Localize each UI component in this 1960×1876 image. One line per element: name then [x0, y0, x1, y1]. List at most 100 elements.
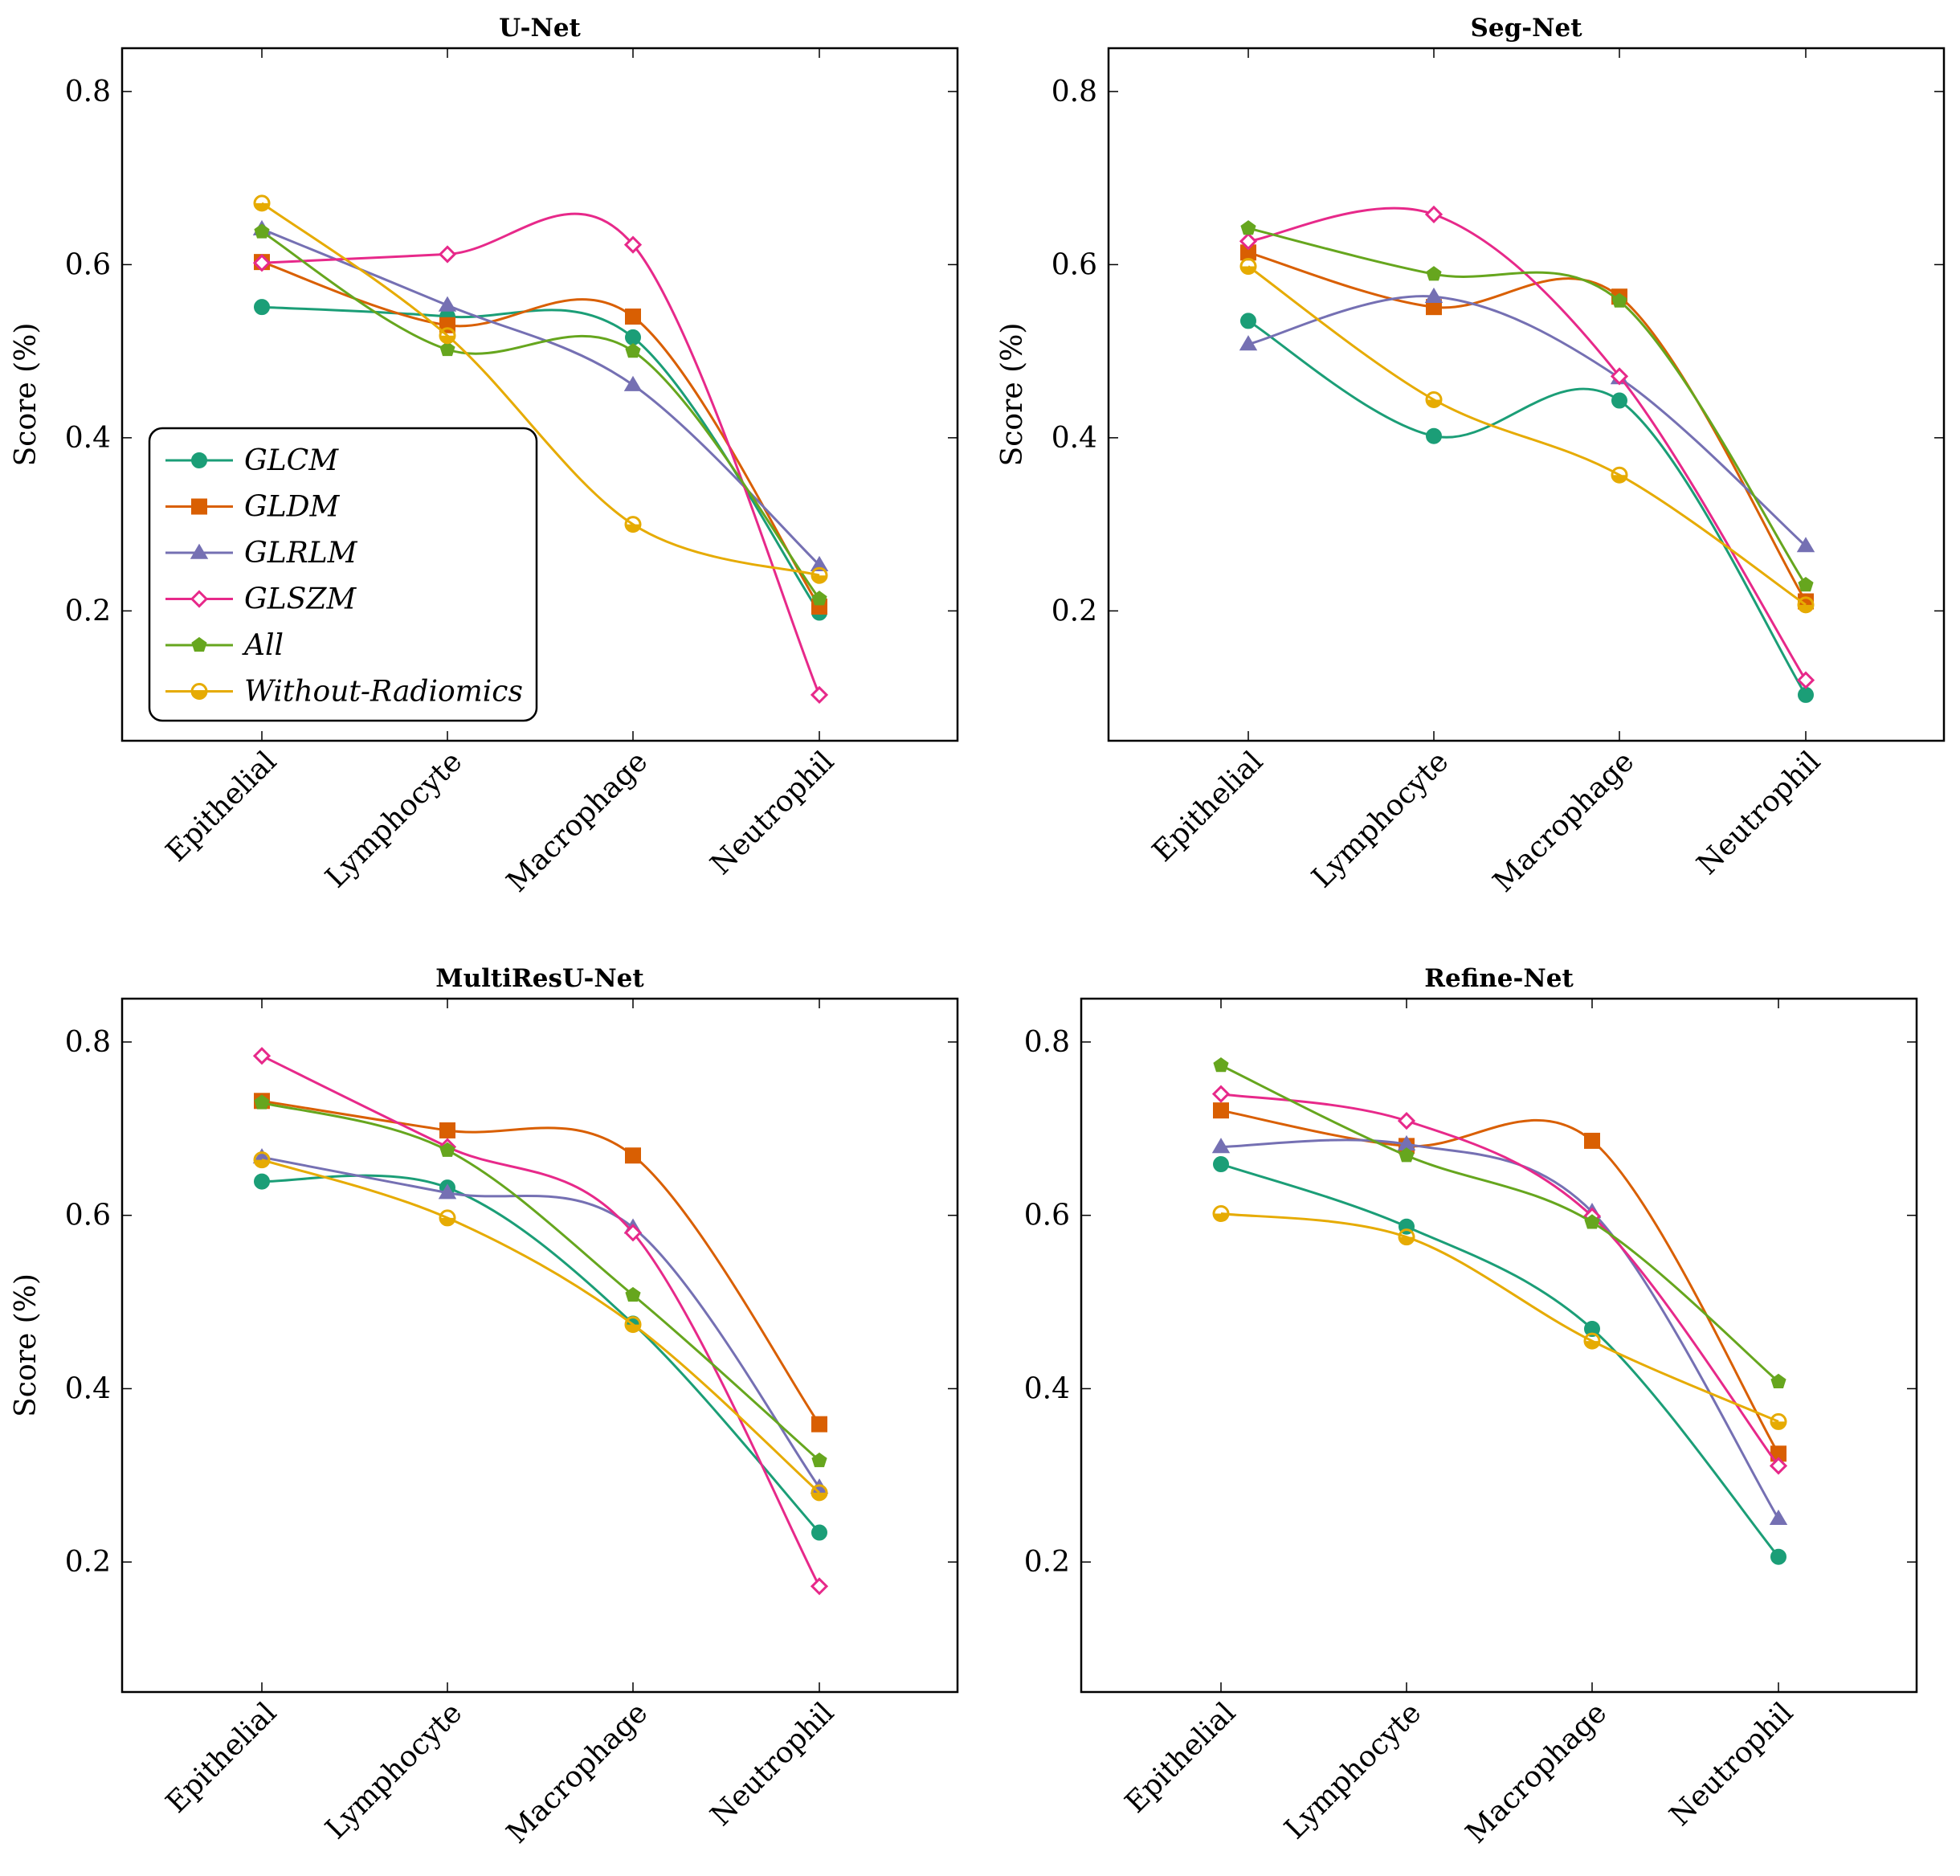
plot-frame — [120, 47, 959, 742]
series-glszm — [1211, 1085, 1788, 1475]
series-line-glszm — [1220, 1093, 1780, 1467]
data-point-without-radiomics-macrophage — [624, 1316, 642, 1334]
legend-label-glszm: GLSZM — [244, 583, 357, 616]
series-gldm — [254, 1093, 827, 1433]
series-line-glszm — [1247, 206, 1807, 681]
data-point-glcm-neutrophil — [811, 1524, 827, 1541]
data-point-glcm-macrophage — [1584, 1321, 1600, 1338]
chart-panel-seg-net: Seg-Net 0.2 0.4 0.6 0.8 Score (%) Epithelial Ly… — [996, 14, 1946, 899]
data-point-all-neutrophil — [1798, 576, 1814, 592]
data-point-all-macrophage — [625, 343, 641, 358]
series-glcm — [254, 1173, 827, 1541]
series-without-radiomics — [1212, 1205, 1787, 1430]
data-point-glrlm-neutrophil — [810, 555, 829, 572]
series-gldm — [1240, 244, 1814, 610]
data-point-glcm-macrophage — [1611, 392, 1627, 409]
y-tick-label: 0.4 — [65, 1372, 111, 1405]
data-point-without-radiomics-epithelial — [253, 1151, 271, 1169]
data-point-all-macrophage — [1584, 1214, 1600, 1229]
series-line-glcm — [1247, 320, 1807, 696]
data-point-all-epithelial — [254, 223, 270, 239]
data-point-glszm-neutrophil — [810, 1577, 829, 1596]
series-without-radiomics — [253, 194, 828, 584]
series-line-without-radiomics — [261, 202, 820, 577]
x-tick-label-epithelial: Epithelial — [1146, 745, 1269, 868]
series-line-without-radiomics — [261, 1159, 821, 1494]
data-point-gldm-lymphocyte — [439, 1122, 455, 1138]
legend-marker-glrlm — [190, 543, 209, 559]
data-point-gldm-macrophage — [1584, 1132, 1600, 1149]
x-tick-label-lymphocyte: Lymphocyte — [319, 1696, 468, 1845]
data-point-glszm-macrophage — [623, 235, 643, 254]
x-tick-label-macrophage: Macrophage — [1487, 745, 1640, 898]
chart-title: U-Net — [499, 14, 581, 43]
x-tick-label-macrophage: Macrophage — [500, 745, 654, 898]
data-point-without-radiomics-epithelial — [253, 194, 271, 212]
legend-marker-glszm — [190, 590, 209, 608]
data-point-glszm-lymphocyte — [438, 245, 457, 264]
data-point-glrlm-lymphocyte — [1424, 287, 1443, 303]
x-tick-label-lymphocyte: Lymphocyte — [1278, 1696, 1427, 1845]
data-point-all-neutrophil — [811, 591, 827, 606]
data-point-glcm-macrophage — [625, 329, 641, 345]
data-point-without-radiomics-macrophage — [1583, 1332, 1601, 1350]
series-glszm — [252, 212, 829, 705]
series-glszm — [252, 1047, 829, 1596]
data-point-all-epithelial — [1213, 1057, 1229, 1073]
data-point-glszm-neutrophil — [1796, 671, 1815, 689]
plot-frame — [1107, 47, 1946, 742]
series-line-glrlm — [261, 1155, 821, 1489]
data-point-without-radiomics-lymphocyte — [1425, 390, 1443, 408]
y-tick-label: 0.6 — [1051, 248, 1097, 281]
series-line-gldm — [1220, 1109, 1780, 1455]
data-point-glrlm-macrophage — [623, 375, 643, 391]
legend-label-gldm: GLDM — [244, 491, 341, 524]
x-tick-label-macrophage: Macrophage — [1460, 1696, 1613, 1849]
data-point-glcm-epithelial — [1240, 313, 1256, 329]
data-point-glszm-epithelial — [252, 1047, 272, 1065]
x-tick-label-macrophage: Macrophage — [500, 1696, 654, 1849]
y-tick-label: 0.6 — [65, 248, 111, 281]
data-point-all-lymphocyte — [439, 1142, 455, 1157]
data-point-without-radiomics-neutrophil — [811, 566, 828, 584]
data-point-glcm-epithelial — [254, 1173, 270, 1190]
y-tick-label: 0.2 — [65, 1546, 111, 1579]
series-all — [1213, 1057, 1786, 1388]
y-tick-label: 0.2 — [1051, 595, 1097, 627]
data-point-glrlm-epithelial — [1239, 335, 1258, 351]
data-point-glszm-epithelial — [1239, 232, 1258, 251]
data-point-glrlm-lymphocyte — [438, 1183, 457, 1200]
y-axis-label: Score (%) — [996, 323, 1029, 467]
data-point-glszm-neutrophil — [1769, 1457, 1788, 1475]
x-tick-label-epithelial: Epithelial — [1119, 1696, 1242, 1819]
data-point-glrlm-neutrophil — [1769, 1509, 1788, 1525]
data-point-glcm-epithelial — [1213, 1156, 1229, 1173]
x-tick-label-lymphocyte: Lymphocyte — [319, 745, 468, 894]
data-point-without-radiomics-neutrophil — [1770, 1412, 1787, 1430]
data-point-glszm-lymphocyte — [1424, 205, 1443, 224]
data-point-without-radiomics-lymphocyte — [439, 327, 456, 345]
series-line-glrlm — [1247, 295, 1807, 547]
data-point-gldm-neutrophil — [811, 1416, 827, 1433]
data-point-glszm-macrophage — [1610, 367, 1629, 386]
data-point-all-lymphocyte — [1426, 266, 1442, 281]
y-axis-label: Score (%) — [10, 323, 43, 467]
x-tick-label-neutrophil: Neutrophil — [1664, 1696, 1799, 1832]
series-without-radiomics — [253, 1151, 828, 1502]
series-line-glcm — [261, 1174, 821, 1534]
y-tick-label: 0.6 — [65, 1200, 111, 1232]
data-point-all-lymphocyte — [439, 341, 455, 357]
series-line-all — [261, 1101, 820, 1462]
chart-panel-refine-net: Refine-Net 0.2 0.4 0.6 0.8 Epithelial Lymphocy… — [1024, 964, 1918, 1850]
series-glcm — [1213, 1156, 1786, 1565]
y-axis-label: Score (%) — [10, 1273, 43, 1417]
chart-title: Refine-Net — [1424, 964, 1574, 993]
plot-frame — [120, 997, 959, 1694]
data-point-without-radiomics-macrophage — [624, 516, 642, 533]
y-tick-label: 0.8 — [65, 76, 111, 108]
series-line-glcm — [1220, 1163, 1780, 1558]
series-gldm — [1213, 1102, 1786, 1462]
series-all — [1240, 220, 1814, 592]
data-point-glszm-lymphocyte — [1397, 1111, 1416, 1130]
